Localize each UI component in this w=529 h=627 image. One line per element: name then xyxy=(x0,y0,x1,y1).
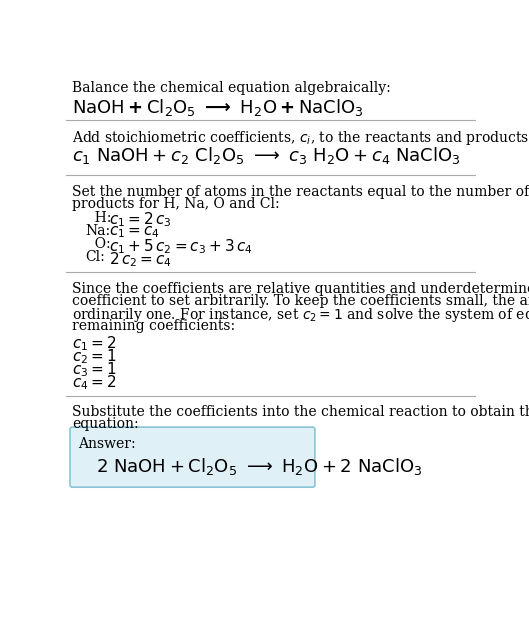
Text: equation:: equation: xyxy=(72,417,139,431)
Text: H:: H: xyxy=(86,211,111,224)
Text: Set the number of atoms in the reactants equal to the number of atoms in the: Set the number of atoms in the reactants… xyxy=(72,184,529,199)
Text: $c_1 = 2$: $c_1 = 2$ xyxy=(72,334,117,352)
Text: ordinarily one. For instance, set $c_2 = 1$ and solve the system of equations fo: ordinarily one. For instance, set $c_2 =… xyxy=(72,306,529,324)
Text: Since the coefficients are relative quantities and underdetermined, choose a: Since the coefficients are relative quan… xyxy=(72,282,529,295)
Text: products for H, Na, O and Cl:: products for H, Na, O and Cl: xyxy=(72,197,280,211)
Text: $c_1 = 2\,c_3$: $c_1 = 2\,c_3$ xyxy=(109,211,171,229)
Text: Na:: Na: xyxy=(86,224,111,238)
Text: Cl:: Cl: xyxy=(86,250,105,264)
Text: $c_3 = 1$: $c_3 = 1$ xyxy=(72,360,117,379)
Text: $c_1\ \mathbf{\mathrm{NaOH}} + c_2\ \mathbf{\mathrm{Cl_2O_5}}\ \longrightarrow\ : $c_1\ \mathbf{\mathrm{NaOH}} + c_2\ \mat… xyxy=(72,145,461,166)
Text: $c_1 = c_4$: $c_1 = c_4$ xyxy=(109,224,160,240)
Text: O:: O: xyxy=(86,237,110,251)
Text: $\mathbf{\mathrm{NaOH} + \mathrm{Cl_2O_5}\ \longrightarrow\ \mathrm{H_2O} + \mat: $\mathbf{\mathrm{NaOH} + \mathrm{Cl_2O_5… xyxy=(72,97,364,118)
Text: coefficient to set arbitrarily. To keep the coefficients small, the arbitrary va: coefficient to set arbitrarily. To keep … xyxy=(72,294,529,308)
Text: $2\,c_2 = c_4$: $2\,c_2 = c_4$ xyxy=(109,250,172,269)
Text: Add stoichiometric coefficients, $c_i$, to the reactants and products:: Add stoichiometric coefficients, $c_i$, … xyxy=(72,129,529,147)
Text: Substitute the coefficients into the chemical reaction to obtain the balanced: Substitute the coefficients into the che… xyxy=(72,405,529,419)
Text: remaining coefficients:: remaining coefficients: xyxy=(72,319,235,332)
FancyBboxPatch shape xyxy=(70,427,315,487)
Text: Balance the chemical equation algebraically:: Balance the chemical equation algebraica… xyxy=(72,82,391,95)
Text: $c_4 = 2$: $c_4 = 2$ xyxy=(72,373,117,392)
Text: $c_1 + 5\,c_2 = c_3 + 3\,c_4$: $c_1 + 5\,c_2 = c_3 + 3\,c_4$ xyxy=(109,237,253,256)
Text: Answer:: Answer: xyxy=(78,437,136,451)
Text: $2\ \mathbf{\mathrm{NaOH}} + \mathbf{\mathrm{Cl_2O_5}}\ \longrightarrow\ \mathbf: $2\ \mathbf{\mathrm{NaOH}} + \mathbf{\ma… xyxy=(96,456,422,477)
Text: $c_2 = 1$: $c_2 = 1$ xyxy=(72,347,117,366)
